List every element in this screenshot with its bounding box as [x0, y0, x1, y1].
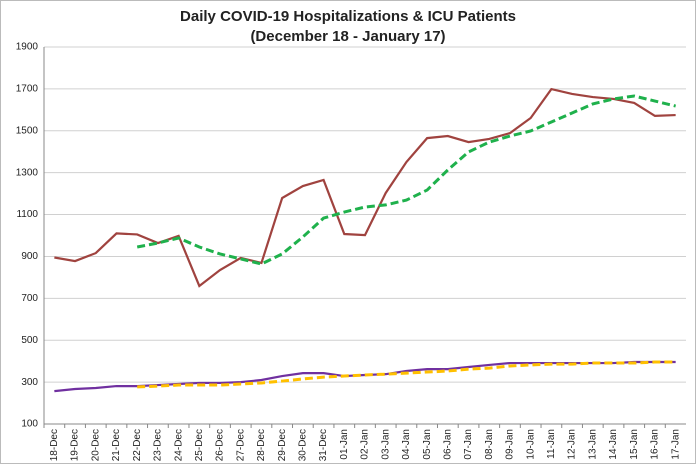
x-tick-label: 24-Dec: [173, 429, 184, 461]
chart-subtitle: (December 18 - January 17): [250, 28, 445, 45]
x-tick-label: 05-Jan: [422, 429, 433, 460]
y-tick-label: 300: [21, 377, 38, 388]
x-tick-label: 06-Jan: [442, 429, 453, 460]
x-tick-label: 03-Jan: [380, 429, 391, 460]
x-tick-label: 22-Dec: [132, 429, 143, 461]
y-tick-label: 1500: [16, 125, 39, 136]
x-tick-label: 07-Jan: [463, 429, 474, 460]
x-tick-label: 14-Jan: [608, 429, 619, 460]
x-tick-label: 31-Dec: [318, 429, 329, 461]
x-tick-label: 28-Dec: [256, 429, 267, 461]
x-tick-label: 18-Dec: [49, 429, 60, 461]
x-tick-label: 13-Jan: [587, 429, 598, 460]
x-tick-label: 09-Jan: [505, 429, 516, 460]
y-tick-label: 700: [21, 293, 38, 304]
x-tick-label: 27-Dec: [235, 429, 246, 461]
x-tick-label: 08-Jan: [484, 429, 495, 460]
x-tick-label: 30-Dec: [298, 429, 309, 461]
x-tick-label: 23-Dec: [153, 429, 164, 461]
x-tick-label: 04-Jan: [401, 429, 412, 460]
x-tick-label: 02-Jan: [360, 429, 371, 460]
x-tick-label: 01-Jan: [339, 429, 350, 460]
x-tick-label: 17-Jan: [670, 429, 681, 460]
x-tick-label: 20-Dec: [90, 429, 101, 461]
y-tick-label: 500: [21, 335, 38, 346]
x-tick-label: 19-Dec: [70, 429, 81, 461]
y-tick-label: 1100: [16, 209, 38, 220]
x-tick-label: 11-Jan: [546, 429, 557, 459]
series-line: [136, 94, 676, 266]
y-tick-label: 1900: [16, 42, 39, 53]
y-tick-label: 100: [21, 419, 38, 430]
x-tick-label: 16-Jan: [650, 429, 661, 460]
y-tick-label: 900: [21, 251, 38, 262]
x-tick-label: 15-Jan: [629, 429, 640, 460]
x-tick-label: 12-Jan: [567, 429, 578, 460]
chart-title: Daily COVID-19 Hospitalizations & ICU Pa…: [180, 8, 516, 25]
x-tick-label: 21-Dec: [111, 429, 122, 461]
x-tick-label: 10-Jan: [525, 429, 536, 460]
series-line: [54, 87, 676, 288]
series-line: [137, 360, 676, 389]
x-tick-label: 26-Dec: [215, 429, 226, 461]
x-tick-label: 29-Dec: [277, 429, 288, 461]
y-tick-label: 1300: [16, 167, 39, 178]
y-tick-label: 1700: [16, 84, 39, 95]
x-tick-label: 25-Dec: [194, 429, 205, 461]
